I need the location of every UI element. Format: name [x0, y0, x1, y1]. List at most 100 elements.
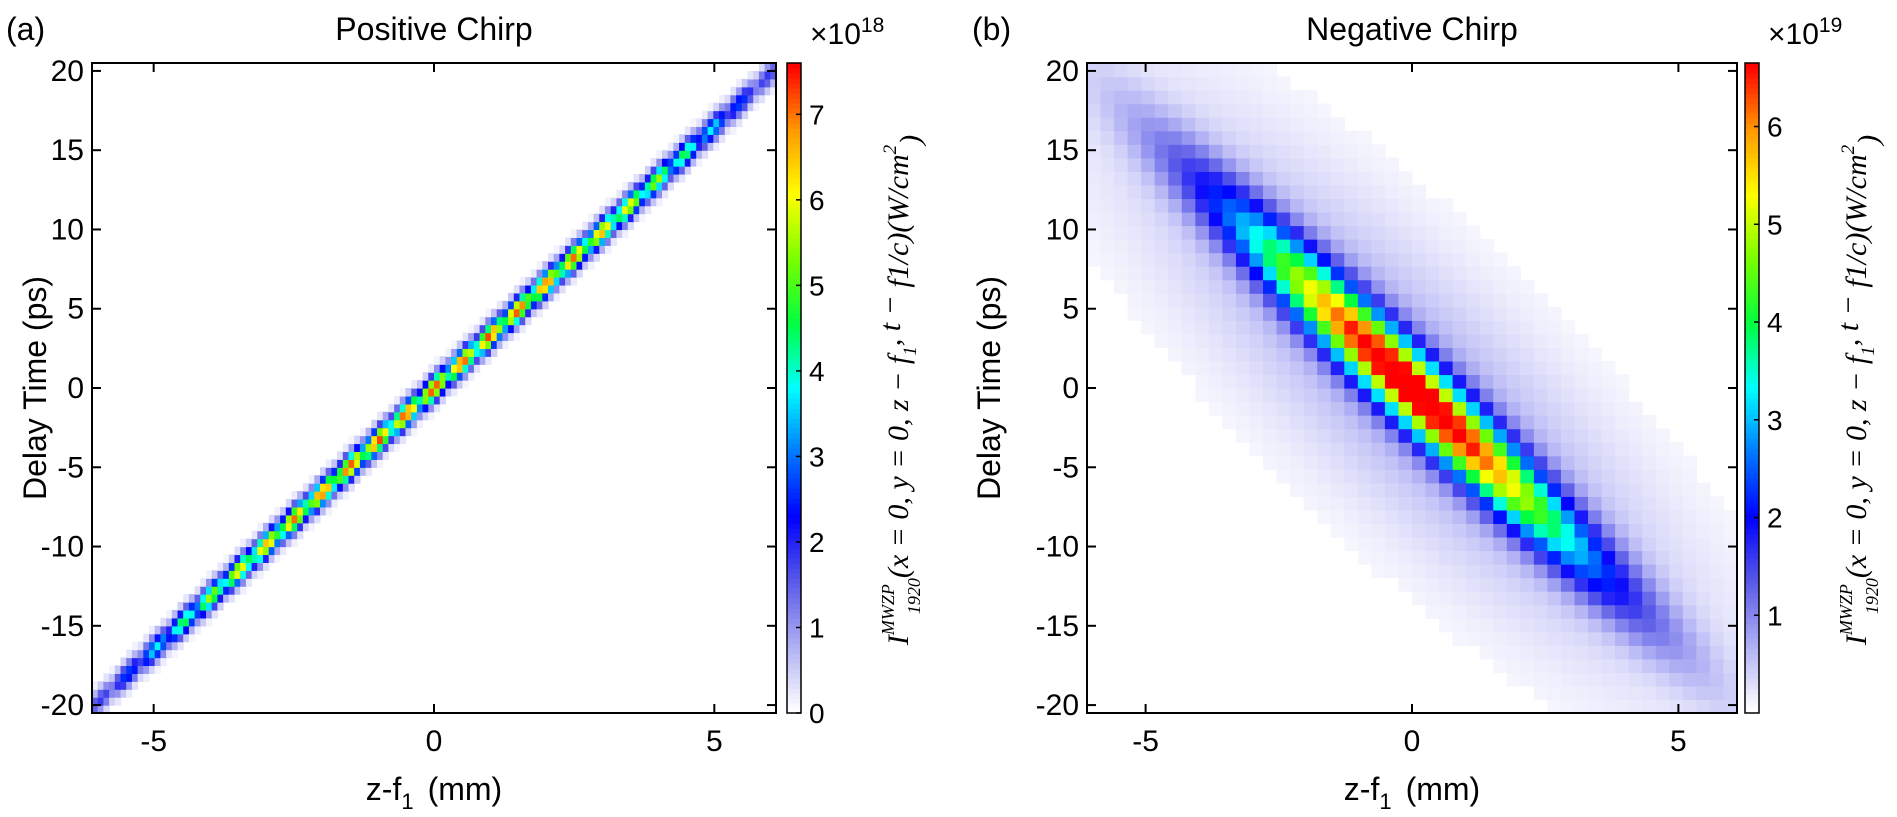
heatmap-cell — [359, 467, 367, 476]
heatmap-cell — [1628, 699, 1643, 713]
heatmap-cell — [1533, 333, 1549, 348]
heatmap-cell — [479, 348, 486, 357]
heatmap-cell — [1628, 645, 1643, 660]
heatmap-cell — [1398, 482, 1413, 497]
heatmap-cell — [1222, 415, 1237, 430]
heatmap-cell — [1628, 577, 1643, 592]
panel-a-colorbar-frame — [786, 62, 802, 714]
heatmap-cell — [228, 594, 236, 603]
panel-a-x-ticks: -5 0 5 — [140, 63, 723, 758]
heatmap-cell — [582, 245, 589, 254]
heatmap-cell — [1506, 536, 1521, 552]
heatmap-cell — [542, 292, 549, 302]
heatmap-cell — [1384, 388, 1400, 403]
heatmap-cell — [673, 142, 680, 151]
heatmap-cell — [434, 388, 441, 397]
heatmap-cell — [1452, 252, 1467, 267]
heatmap-cell — [1181, 225, 1196, 240]
heatmap-cell — [1276, 90, 1291, 105]
heatmap-cell — [143, 633, 150, 643]
heatmap-cell — [1466, 604, 1481, 619]
colorbar-segment — [787, 548, 801, 554]
heatmap-cell — [525, 284, 532, 294]
heatmap-cell — [1466, 279, 1481, 294]
heatmap-cell — [1493, 509, 1508, 525]
heatmap-cell — [206, 586, 213, 595]
heatmap-cell — [371, 443, 378, 453]
heatmap-cell — [1425, 496, 1440, 511]
heatmap-cell — [411, 427, 418, 437]
heatmap-cell — [1100, 171, 1115, 186]
heatmap-cell — [1087, 171, 1102, 186]
heatmap-cell — [1087, 184, 1102, 200]
heatmap-cell — [1127, 171, 1142, 186]
colorbar-segment — [787, 508, 801, 514]
y-tick-label: 20 — [1046, 55, 1079, 88]
heatmap-cell — [605, 213, 612, 223]
panel-a-colorbar-gradient — [787, 63, 801, 714]
heatmap-cell — [1452, 604, 1467, 619]
colorbar-segment — [1745, 213, 1759, 219]
heatmap-cell — [200, 602, 207, 611]
heatmap-cell — [1249, 63, 1264, 78]
heatmap-cell — [1357, 320, 1372, 335]
heatmap-cell — [582, 237, 589, 246]
heatmap-cell — [1154, 225, 1169, 240]
heatmap-cell — [1493, 347, 1508, 362]
colorbar-segment — [1745, 118, 1759, 124]
heatmap-cell — [1303, 496, 1318, 511]
heatmap-cell — [1357, 293, 1372, 308]
heatmap-cell — [1290, 293, 1305, 308]
colorbar-segment — [1745, 428, 1759, 434]
heatmap-cell — [1141, 266, 1156, 281]
heatmap-cell — [1466, 550, 1481, 565]
heatmap-cell — [126, 673, 133, 682]
heatmap-cell — [587, 261, 595, 270]
heatmap-cell — [1357, 306, 1372, 321]
heatmap-cell — [308, 522, 315, 532]
heatmap-cell — [473, 324, 481, 334]
heatmap-cell — [1723, 550, 1737, 565]
heatmap-cell — [1317, 157, 1332, 172]
heatmap-cell — [1127, 90, 1142, 105]
colorbar-segment — [1745, 188, 1759, 194]
heatmap-cell — [1290, 428, 1305, 443]
heatmap-cell — [1560, 618, 1576, 633]
heatmap-cell — [1506, 482, 1521, 497]
colorbar-segment — [787, 303, 801, 309]
heatmap-cell — [1195, 239, 1210, 254]
heatmap-cell — [240, 538, 247, 548]
heatmap-cell — [1235, 266, 1251, 281]
heatmap-cell — [1588, 604, 1603, 619]
heatmap-cell — [1317, 239, 1332, 254]
heatmap-cell — [308, 514, 315, 524]
heatmap-cell — [206, 602, 213, 611]
heatmap-cell — [553, 277, 560, 286]
heatmap-cell — [1141, 279, 1156, 294]
panel-b-colorbar-frame — [1744, 62, 1760, 714]
heatmap-cell — [1547, 577, 1562, 592]
colorbar-segment — [787, 203, 801, 209]
heatmap-cell — [1466, 320, 1481, 335]
heatmap-cell — [308, 506, 315, 516]
colorbar-segment — [1745, 438, 1759, 444]
heatmap-cell — [137, 649, 144, 659]
heatmap-cell — [696, 126, 703, 135]
heatmap-cell — [1127, 130, 1142, 145]
colorbar-segment — [787, 473, 801, 479]
heatmap-cell — [1357, 388, 1372, 403]
colorbar-tick-label: 5 — [1767, 209, 1783, 240]
panel-a-exponent-base: ×10 — [810, 18, 861, 51]
heatmap-cell — [1479, 469, 1494, 484]
heatmap-cell — [485, 308, 492, 318]
heatmap-cell — [223, 594, 230, 603]
heatmap-cell — [1384, 401, 1400, 416]
heatmap-cell — [1235, 198, 1251, 213]
colorbar-segment — [787, 253, 801, 259]
heatmap-cell — [1208, 63, 1224, 78]
heatmap-cell — [1195, 252, 1210, 267]
heatmap-cell — [1709, 591, 1725, 606]
heatmap-cell — [1276, 171, 1291, 186]
heatmap-cell — [565, 237, 572, 246]
heatmap-cell — [109, 673, 116, 682]
